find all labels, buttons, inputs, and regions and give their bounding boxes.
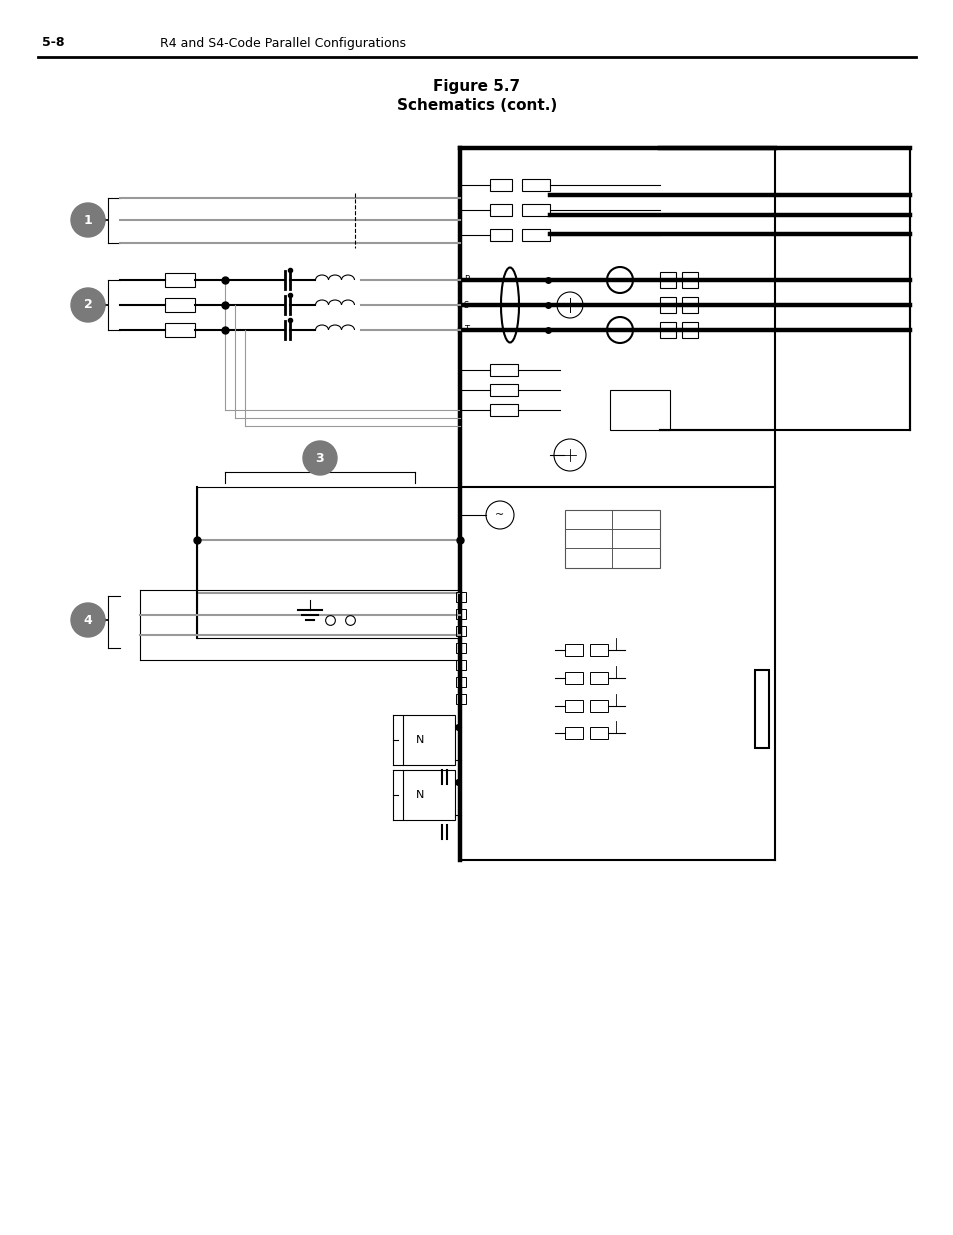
Text: ~: ~ <box>495 510 504 520</box>
Bar <box>456 677 465 687</box>
Bar <box>456 659 465 671</box>
Circle shape <box>71 203 105 237</box>
Text: Figure 5.7: Figure 5.7 <box>433 79 520 95</box>
Bar <box>456 626 465 636</box>
Text: N: N <box>416 735 424 745</box>
Bar <box>521 179 550 191</box>
Bar <box>490 364 517 375</box>
Bar <box>165 273 194 287</box>
Bar <box>659 272 676 288</box>
Text: N: N <box>416 790 424 800</box>
Bar <box>490 404 517 416</box>
Text: R4 and S4-Code Parallel Configurations: R4 and S4-Code Parallel Configurations <box>160 37 406 49</box>
Bar <box>402 769 455 820</box>
Bar <box>589 700 607 713</box>
Bar <box>165 298 194 312</box>
Bar <box>521 228 550 241</box>
Text: S: S <box>463 300 469 310</box>
Circle shape <box>71 603 105 637</box>
Text: 2: 2 <box>84 299 92 311</box>
Bar <box>165 324 194 337</box>
Bar <box>681 272 698 288</box>
Bar <box>490 179 512 191</box>
Text: 1: 1 <box>84 214 92 226</box>
Text: 4: 4 <box>84 614 92 626</box>
Text: R: R <box>463 275 470 284</box>
Bar <box>456 592 465 601</box>
Circle shape <box>303 441 336 475</box>
Bar <box>490 228 512 241</box>
Bar <box>402 715 455 764</box>
Bar <box>681 322 698 338</box>
Bar <box>456 694 465 704</box>
Bar <box>589 672 607 684</box>
Circle shape <box>71 288 105 322</box>
Text: 5-8: 5-8 <box>42 37 65 49</box>
Bar <box>564 643 582 656</box>
Bar <box>659 322 676 338</box>
Bar <box>681 296 698 312</box>
Bar <box>564 672 582 684</box>
Bar <box>659 296 676 312</box>
Bar <box>521 204 550 216</box>
Text: Schematics (cont.): Schematics (cont.) <box>396 99 557 114</box>
Bar <box>564 700 582 713</box>
Bar <box>609 390 669 430</box>
Text: 3: 3 <box>315 452 324 464</box>
Bar <box>456 609 465 619</box>
Bar <box>754 671 768 748</box>
Bar <box>589 727 607 739</box>
Text: T: T <box>463 326 469 335</box>
Bar <box>490 384 517 396</box>
Bar <box>564 727 582 739</box>
Bar <box>564 510 659 568</box>
Bar <box>589 643 607 656</box>
Bar <box>490 204 512 216</box>
Bar <box>456 643 465 653</box>
